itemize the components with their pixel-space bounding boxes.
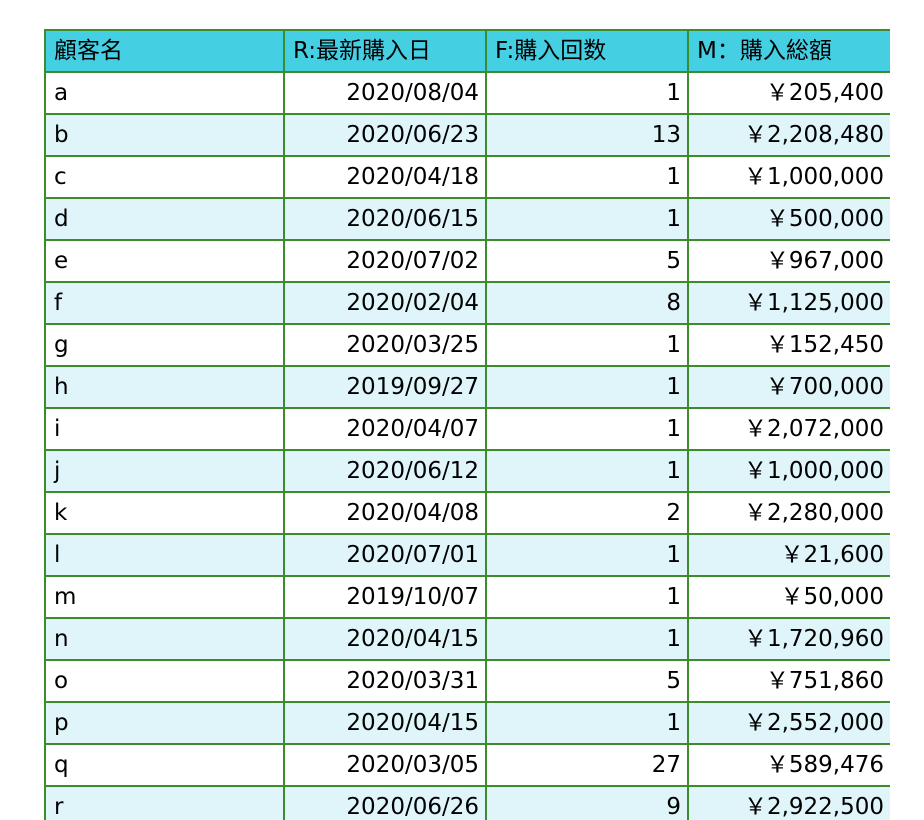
table-row: i 2020/04/07 1 ￥2,072,000 (44, 407, 890, 451)
cell-purchase-count[interactable]: 13 (485, 113, 689, 157)
cell-purchase-count[interactable]: 1 (485, 575, 689, 619)
cell-last-purchase-date[interactable]: 2020/07/02 (283, 239, 487, 283)
cell-customer-name[interactable]: m (44, 575, 285, 619)
table-body: a 2020/08/04 1 ￥205,400 b 2020/06/23 13 ￥2,208,… (44, 71, 890, 820)
table-row: b 2020/06/23 13 ￥2,208,480 (44, 113, 890, 157)
cell-last-purchase-date[interactable]: 2020/02/04 (283, 281, 487, 325)
cell-last-purchase-date[interactable]: 2020/06/23 (283, 113, 487, 157)
cell-purchase-total[interactable]: ￥2,208,480 (687, 113, 890, 157)
cell-customer-name[interactable]: q (44, 743, 285, 787)
cell-customer-name[interactable]: r (44, 785, 285, 820)
table-row: l 2020/07/01 1 ￥21,600 (44, 533, 890, 577)
table-row: d 2020/06/15 1 ￥500,000 (44, 197, 890, 241)
cell-purchase-count[interactable]: 1 (485, 71, 689, 115)
cell-last-purchase-date[interactable]: 2019/09/27 (283, 365, 487, 409)
cell-last-purchase-date[interactable]: 2020/06/26 (283, 785, 487, 820)
table-row: n 2020/04/15 1 ￥1,720,960 (44, 617, 890, 661)
cell-customer-name[interactable]: h (44, 365, 285, 409)
cell-purchase-count[interactable]: 1 (485, 533, 689, 577)
cell-last-purchase-date[interactable]: 2020/06/15 (283, 197, 487, 241)
cell-purchase-count[interactable]: 2 (485, 491, 689, 535)
cell-purchase-count[interactable]: 1 (485, 365, 689, 409)
cell-purchase-count[interactable]: 8 (485, 281, 689, 325)
table-row: g 2020/03/25 1 ￥152,450 (44, 323, 890, 367)
table-row: o 2020/03/31 5 ￥751,860 (44, 659, 890, 703)
cell-purchase-total[interactable]: ￥152,450 (687, 323, 890, 367)
cell-customer-name[interactable]: n (44, 617, 285, 661)
cell-purchase-total[interactable]: ￥1,000,000 (687, 155, 890, 199)
cell-purchase-total[interactable]: ￥2,072,000 (687, 407, 890, 451)
cell-customer-name[interactable]: c (44, 155, 285, 199)
cell-purchase-total[interactable]: ￥1,125,000 (687, 281, 890, 325)
cell-purchase-count[interactable]: 1 (485, 155, 689, 199)
cell-purchase-total[interactable]: ￥205,400 (687, 71, 890, 115)
cell-purchase-total[interactable]: ￥1,000,000 (687, 449, 890, 493)
cell-last-purchase-date[interactable]: 2020/04/15 (283, 617, 487, 661)
cell-customer-name[interactable]: d (44, 197, 285, 241)
cell-last-purchase-date[interactable]: 2020/04/15 (283, 701, 487, 745)
header-row: 顧客名 R:最新購入日 F:購入回数 M：購入総額 (44, 29, 890, 73)
cell-customer-name[interactable]: k (44, 491, 285, 535)
cell-customer-name[interactable]: o (44, 659, 285, 703)
cell-last-purchase-date[interactable]: 2020/03/31 (283, 659, 487, 703)
cell-purchase-count[interactable]: 1 (485, 617, 689, 661)
header-customer-name[interactable]: 顧客名 (44, 29, 285, 73)
table-row: r 2020/06/26 9 ￥2,922,500 (44, 785, 890, 820)
cell-purchase-total[interactable]: ￥2,280,000 (687, 491, 890, 535)
table-row: e 2020/07/02 5 ￥967,000 (44, 239, 890, 283)
cell-purchase-count[interactable]: 5 (485, 659, 689, 703)
cell-customer-name[interactable]: a (44, 71, 285, 115)
cell-customer-name[interactable]: e (44, 239, 285, 283)
cell-last-purchase-date[interactable]: 2019/10/07 (283, 575, 487, 619)
table-row: f 2020/02/04 8 ￥1,125,000 (44, 281, 890, 325)
cell-last-purchase-date[interactable]: 2020/04/18 (283, 155, 487, 199)
spreadsheet-area: 顧客名 R:最新購入日 F:購入回数 M：購入総額 a 2020/08/04 1 ￥2… (44, 29, 890, 820)
cell-customer-name[interactable]: f (44, 281, 285, 325)
cell-customer-name[interactable]: p (44, 701, 285, 745)
cell-customer-name[interactable]: g (44, 323, 285, 367)
cell-last-purchase-date[interactable]: 2020/04/07 (283, 407, 487, 451)
cell-purchase-count[interactable]: 1 (485, 323, 689, 367)
table-row: c 2020/04/18 1 ￥1,000,000 (44, 155, 890, 199)
cell-customer-name[interactable]: j (44, 449, 285, 493)
cell-purchase-count[interactable]: 5 (485, 239, 689, 283)
cell-purchase-count[interactable]: 1 (485, 449, 689, 493)
cell-purchase-total[interactable]: ￥21,600 (687, 533, 890, 577)
cell-purchase-count[interactable]: 9 (485, 785, 689, 820)
cell-last-purchase-date[interactable]: 2020/07/01 (283, 533, 487, 577)
cell-customer-name[interactable]: l (44, 533, 285, 577)
cell-purchase-total[interactable]: ￥589,476 (687, 743, 890, 787)
table-row: j 2020/06/12 1 ￥1,000,000 (44, 449, 890, 493)
table-row: m 2019/10/07 1 ￥50,000 (44, 575, 890, 619)
table-row: k 2020/04/08 2 ￥2,280,000 (44, 491, 890, 535)
cell-last-purchase-date[interactable]: 2020/04/08 (283, 491, 487, 535)
table-row: p 2020/04/15 1 ￥2,552,000 (44, 701, 890, 745)
header-recency[interactable]: R:最新購入日 (283, 29, 487, 73)
cell-purchase-count[interactable]: 1 (485, 407, 689, 451)
cell-purchase-count[interactable]: 27 (485, 743, 689, 787)
cell-customer-name[interactable]: i (44, 407, 285, 451)
cell-last-purchase-date[interactable]: 2020/08/04 (283, 71, 487, 115)
cell-last-purchase-date[interactable]: 2020/06/12 (283, 449, 487, 493)
header-frequency[interactable]: F:購入回数 (485, 29, 689, 73)
cell-purchase-total[interactable]: ￥751,860 (687, 659, 890, 703)
cell-purchase-total[interactable]: ￥2,922,500 (687, 785, 890, 820)
table-row: a 2020/08/04 1 ￥205,400 (44, 71, 890, 115)
table-row: q 2020/03/05 27 ￥589,476 (44, 743, 890, 787)
cell-customer-name[interactable]: b (44, 113, 285, 157)
cell-purchase-count[interactable]: 1 (485, 197, 689, 241)
cell-last-purchase-date[interactable]: 2020/03/25 (283, 323, 487, 367)
cell-purchase-total[interactable]: ￥500,000 (687, 197, 890, 241)
cell-purchase-total[interactable]: ￥50,000 (687, 575, 890, 619)
cell-purchase-total[interactable]: ￥700,000 (687, 365, 890, 409)
cell-purchase-total[interactable]: ￥967,000 (687, 239, 890, 283)
table-row: h 2019/09/27 1 ￥700,000 (44, 365, 890, 409)
cell-last-purchase-date[interactable]: 2020/03/05 (283, 743, 487, 787)
cell-purchase-total[interactable]: ￥1,720,960 (687, 617, 890, 661)
cell-purchase-total[interactable]: ￥2,552,000 (687, 701, 890, 745)
cell-purchase-count[interactable]: 1 (485, 701, 689, 745)
rfm-table: 顧客名 R:最新購入日 F:購入回数 M：購入総額 a 2020/08/04 1 ￥2… (44, 29, 890, 820)
header-monetary[interactable]: M：購入総額 (687, 29, 890, 73)
